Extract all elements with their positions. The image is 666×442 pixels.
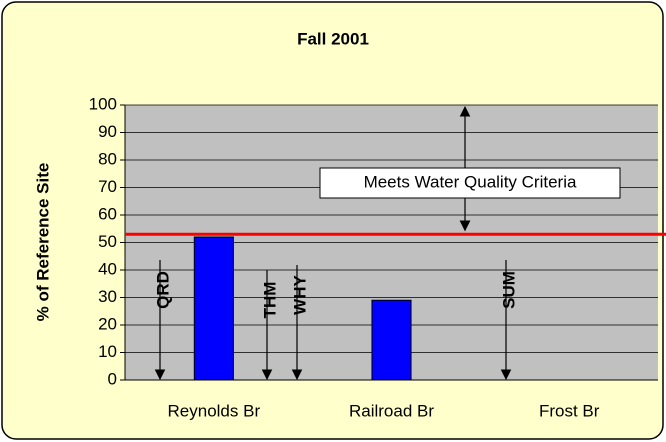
x-tick-label: Frost Br xyxy=(539,401,600,420)
y-tick-label: 80 xyxy=(98,149,117,168)
y-tick-label: 10 xyxy=(98,342,117,361)
annotation-label: WHY xyxy=(290,275,309,315)
chart-title: Fall 2001 xyxy=(297,29,369,48)
x-tick-label: Reynolds Br xyxy=(168,401,261,420)
y-tick-label: 0 xyxy=(108,369,117,388)
annotation-label: QRD xyxy=(153,271,172,309)
bar xyxy=(371,299,412,381)
x-tick-label: Railroad Br xyxy=(349,401,434,420)
y-axis-label: % of Reference Site xyxy=(33,163,52,322)
y-tick-label: 50 xyxy=(98,232,117,251)
y-tick-label: 20 xyxy=(98,314,117,333)
threshold-label: Meets Water Quality Criteria xyxy=(364,172,577,191)
annotation-label: THM xyxy=(260,282,279,319)
y-tick-label: 40 xyxy=(98,259,117,278)
y-tick-label: 70 xyxy=(98,177,117,196)
y-tick-label: 60 xyxy=(98,204,117,223)
y-tick-label: 90 xyxy=(98,122,117,141)
threshold-label-box xyxy=(319,167,621,199)
y-tick-label: 30 xyxy=(98,287,117,306)
annotation-label: SUM xyxy=(499,271,518,309)
bar xyxy=(193,236,234,381)
y-tick-label: 100 xyxy=(89,94,117,113)
